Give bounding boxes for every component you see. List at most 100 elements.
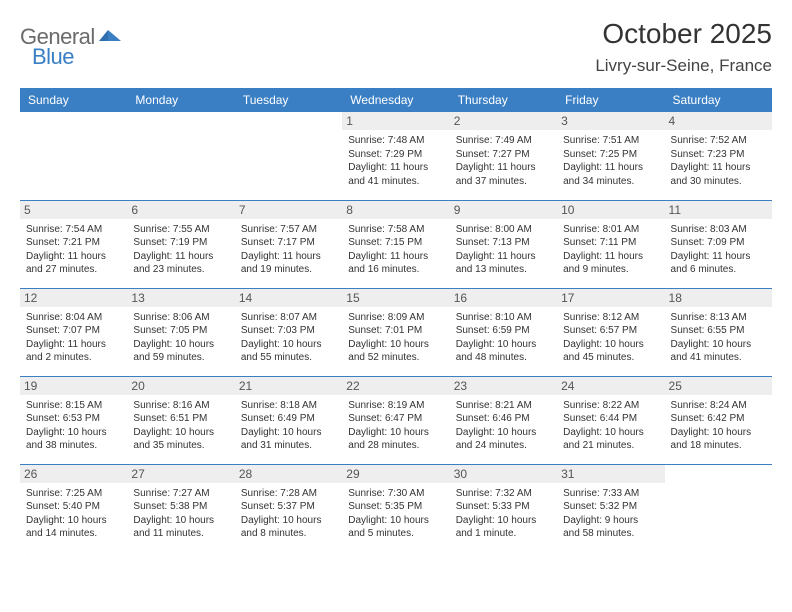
day-number: 4 <box>665 112 772 130</box>
calendar-cell <box>235 112 342 200</box>
day-info: Sunrise: 7:33 AMSunset: 5:32 PMDaylight:… <box>563 487 658 541</box>
day-info: Sunrise: 7:25 AMSunset: 5:40 PMDaylight:… <box>26 487 121 541</box>
day-header: Wednesday <box>342 88 449 112</box>
calendar-cell: 17 Sunrise: 8:12 AMSunset: 6:57 PMDayligh… <box>557 288 664 376</box>
day-info: Sunrise: 8:13 AMSunset: 6:55 PMDaylight:… <box>671 311 766 365</box>
calendar-row: 12Sunrise: 8:04 AMSunset: 7:07 PMDayligh… <box>20 288 772 376</box>
calendar-cell: 13Sunrise: 8:06 AMSunset: 7:05 PMDayligh… <box>127 288 234 376</box>
calendar-cell <box>665 464 772 552</box>
day-number: 23 <box>450 377 557 395</box>
calendar-cell: 21Sunrise: 8:18 AMSunset: 6:49 PMDayligh… <box>235 376 342 464</box>
day-header: Monday <box>127 88 234 112</box>
day-info: Sunrise: 7:30 AMSunset: 5:35 PMDaylight:… <box>348 487 443 541</box>
day-info: Sunrise: 7:55 AMSunset: 7:19 PMDaylight:… <box>133 223 228 277</box>
day-info: Sunrise: 8:00 AMSunset: 7:13 PMDaylight:… <box>456 223 551 277</box>
calendar-cell <box>20 112 127 200</box>
calendar-cell: 19 Sunrise: 8:15 AMSunset: 6:53 PMDayligh… <box>20 376 127 464</box>
day-info: Sunrise: 8:16 AMSunset: 6:51 PMDaylight:… <box>133 399 228 453</box>
calendar-cell: 5Sunrise: 7:54 AMSunset: 7:21 PMDaylight… <box>20 200 127 288</box>
day-number: 13 <box>127 289 234 307</box>
logo-text-blue: Blue <box>32 44 74 69</box>
calendar-cell: 2Sunrise: 7:49 AMSunset: 7:27 PMDaylight… <box>450 112 557 200</box>
day-info: Sunrise: 8:09 AMSunset: 7:01 PMDaylight:… <box>348 311 443 365</box>
calendar-cell: 23 Sunrise: 8:21 AMSunset: 6:46 PMDayligh… <box>450 376 557 464</box>
day-number: 1 <box>342 112 449 130</box>
day-info: Sunrise: 8:01 AMSunset: 7:11 PMDaylight:… <box>563 223 658 277</box>
calendar-cell: 22 Sunrise: 8:19 AMSunset: 6:47 PMDayligh… <box>342 376 449 464</box>
day-number: 22 <box>342 377 449 395</box>
day-number: 16 <box>450 289 557 307</box>
day-number: 6 <box>127 201 234 219</box>
calendar-row: 19 Sunrise: 8:15 AMSunset: 6:53 PMDayligh… <box>20 376 772 464</box>
day-info: Sunrise: 8:18 AMSunset: 6:49 PMDaylight:… <box>241 399 336 453</box>
day-number: 28 <box>235 465 342 483</box>
day-number <box>127 112 234 116</box>
day-info: Sunrise: 7:57 AMSunset: 7:17 PMDaylight:… <box>241 223 336 277</box>
day-number: 10 <box>557 201 664 219</box>
calendar-cell: 25 Sunrise: 8:24 AMSunset: 6:42 PMDayligh… <box>665 376 772 464</box>
calendar-cell: 29Sunrise: 7:30 AMSunset: 5:35 PMDayligh… <box>342 464 449 552</box>
day-info: Sunrise: 8:12 AMSunset: 6:57 PMDaylight:… <box>563 311 658 365</box>
header: General October 2025 Livry-sur-Seine, Fr… <box>20 18 772 76</box>
day-info: Sunrise: 7:51 AMSunset: 7:25 PMDaylight:… <box>563 134 658 188</box>
calendar-cell: 10 Sunrise: 8:01 AMSunset: 7:11 PMDayligh… <box>557 200 664 288</box>
calendar-cell <box>127 112 234 200</box>
day-info: Sunrise: 8:21 AMSunset: 6:46 PMDaylight:… <box>456 399 551 453</box>
month-title: October 2025 <box>595 18 772 50</box>
calendar-row: 5Sunrise: 7:54 AMSunset: 7:21 PMDaylight… <box>20 200 772 288</box>
day-number <box>20 112 127 116</box>
day-number: 30 <box>450 465 557 483</box>
day-info: Sunrise: 8:07 AMSunset: 7:03 PMDaylight:… <box>241 311 336 365</box>
day-number: 24 <box>557 377 664 395</box>
logo-icon <box>99 27 121 48</box>
calendar-cell: 16 Sunrise: 8:10 AMSunset: 6:59 PMDayligh… <box>450 288 557 376</box>
day-info: Sunrise: 7:32 AMSunset: 5:33 PMDaylight:… <box>456 487 551 541</box>
day-number: 7 <box>235 201 342 219</box>
day-number: 17 <box>557 289 664 307</box>
day-info: Sunrise: 8:15 AMSunset: 6:53 PMDaylight:… <box>26 399 121 453</box>
day-info: Sunrise: 8:24 AMSunset: 6:42 PMDaylight:… <box>671 399 766 453</box>
calendar-table: Sunday Monday Tuesday Wednesday Thursday… <box>20 88 772 552</box>
calendar-row: 26Sunrise: 7:25 AMSunset: 5:40 PMDayligh… <box>20 464 772 552</box>
day-header: Thursday <box>450 88 557 112</box>
day-number: 3 <box>557 112 664 130</box>
calendar-cell: 6 Sunrise: 7:55 AMSunset: 7:19 PMDaylight… <box>127 200 234 288</box>
day-number: 8 <box>342 201 449 219</box>
day-info: Sunrise: 7:52 AMSunset: 7:23 PMDaylight:… <box>671 134 766 188</box>
day-number <box>235 112 342 116</box>
calendar-cell: 4 Sunrise: 7:52 AMSunset: 7:23 PMDaylight… <box>665 112 772 200</box>
day-info: Sunrise: 7:28 AMSunset: 5:37 PMDaylight:… <box>241 487 336 541</box>
title-block: October 2025 Livry-sur-Seine, France <box>595 18 772 76</box>
day-number: 15 <box>342 289 449 307</box>
calendar-cell: 8Sunrise: 7:58 AMSunset: 7:15 PMDaylight… <box>342 200 449 288</box>
day-number <box>665 465 772 469</box>
day-info: Sunrise: 7:54 AMSunset: 7:21 PMDaylight:… <box>26 223 121 277</box>
logo-sub: Blue <box>32 44 74 70</box>
calendar-cell: 24Sunrise: 8:22 AMSunset: 6:44 PMDayligh… <box>557 376 664 464</box>
calendar-cell: 14Sunrise: 8:07 AMSunset: 7:03 PMDayligh… <box>235 288 342 376</box>
day-info: Sunrise: 7:27 AMSunset: 5:38 PMDaylight:… <box>133 487 228 541</box>
day-number: 11 <box>665 201 772 219</box>
day-info: Sunrise: 7:48 AMSunset: 7:29 PMDaylight:… <box>348 134 443 188</box>
day-header-row: Sunday Monday Tuesday Wednesday Thursday… <box>20 88 772 112</box>
day-info: Sunrise: 8:10 AMSunset: 6:59 PMDaylight:… <box>456 311 551 365</box>
calendar-cell: 1 Sunrise: 7:48 AMSunset: 7:29 PMDaylight… <box>342 112 449 200</box>
day-number: 9 <box>450 201 557 219</box>
day-number: 31 <box>557 465 664 483</box>
day-number: 12 <box>20 289 127 307</box>
day-number: 20 <box>127 377 234 395</box>
day-number: 25 <box>665 377 772 395</box>
day-number: 2 <box>450 112 557 130</box>
day-number: 27 <box>127 465 234 483</box>
calendar-cell: 12Sunrise: 8:04 AMSunset: 7:07 PMDayligh… <box>20 288 127 376</box>
day-info: Sunrise: 8:19 AMSunset: 6:47 PMDaylight:… <box>348 399 443 453</box>
day-number: 19 <box>20 377 127 395</box>
location: Livry-sur-Seine, France <box>595 56 772 76</box>
calendar-cell: 27 Sunrise: 7:27 AMSunset: 5:38 PMDayligh… <box>127 464 234 552</box>
day-header: Saturday <box>665 88 772 112</box>
calendar-cell: 26Sunrise: 7:25 AMSunset: 5:40 PMDayligh… <box>20 464 127 552</box>
calendar-cell: 3 Sunrise: 7:51 AMSunset: 7:25 PMDaylight… <box>557 112 664 200</box>
day-header: Friday <box>557 88 664 112</box>
calendar-cell: 15 Sunrise: 8:09 AMSunset: 7:01 PMDayligh… <box>342 288 449 376</box>
calendar-cell: 31 Sunrise: 7:33 AMSunset: 5:32 PMDayligh… <box>557 464 664 552</box>
